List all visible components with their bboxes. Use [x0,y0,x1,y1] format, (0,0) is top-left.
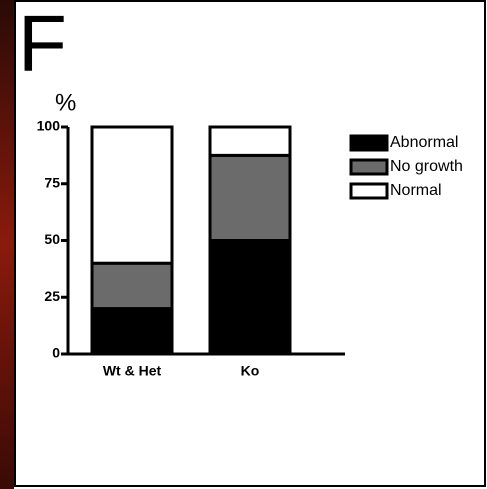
bar-segment [208,239,292,356]
bar-segment [90,125,174,265]
y-tick-label: 75 [44,174,60,190]
bar-segment [208,125,292,157]
y-tick-label: 0 [52,345,60,361]
panel-label: F [18,0,67,88]
bar-segment [90,307,174,356]
bar-segment [208,153,292,242]
y-tick-label: 100 [37,118,61,134]
y-tick-label: 50 [44,231,60,247]
legend-label: Normal [390,182,442,199]
legend-label: No growth [390,158,463,175]
x-tick-label: Ko [241,363,260,379]
legend-swatch [349,158,389,176]
image-strip [0,0,14,489]
legend-swatch [349,182,389,200]
legend-swatch [349,134,389,152]
y-axis-label: % [55,89,76,116]
x-tick-label: Wt & Het [103,363,162,379]
bar-segment [90,261,174,311]
legend-label: Abnormal [390,134,458,151]
y-tick-label: 25 [44,288,60,304]
